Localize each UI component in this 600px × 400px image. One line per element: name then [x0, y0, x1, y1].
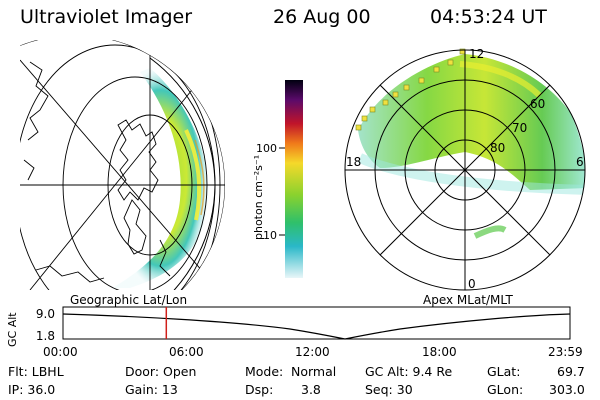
orbit-plot-frame	[62, 306, 571, 340]
mlat-label-70: 70	[512, 121, 527, 135]
colorbar-unit-label: photon cm⁻²s⁻¹	[252, 155, 265, 240]
dsp-label: Dsp:	[245, 382, 274, 397]
time-label: 04:53:24 UT	[430, 6, 547, 28]
apex-polar-plot: 60 70 80 12 18 6 0	[344, 47, 586, 291]
orbit-xtick-2359: 23:59	[548, 345, 583, 359]
mlt-label-12: 12	[469, 47, 484, 61]
apex-caption: Apex MLat/MLT	[423, 293, 513, 307]
apex-data-points	[355, 48, 466, 131]
dsp-value: 3.8	[301, 382, 321, 397]
orbit-ytick-high: 9.0	[36, 307, 55, 321]
seq-info: Seq: 30	[365, 382, 413, 397]
orbit-xtick-0600: 06:00	[169, 345, 204, 359]
mode-value: Normal	[291, 364, 337, 379]
orbit-ytick-low: 1.8	[36, 329, 55, 343]
glat-label: GLat:	[487, 364, 521, 379]
mlat-label-80: 80	[490, 141, 505, 155]
mlat-label-60: 60	[530, 97, 545, 111]
colorbar: 100 10 photon cm⁻²s⁻¹	[252, 80, 303, 278]
mode-label: Mode:	[245, 364, 284, 379]
colorbar-tick-10: 10	[263, 229, 277, 242]
filter-info: Flt: LBHL	[8, 364, 64, 379]
orbit-altitude-curve	[62, 313, 571, 340]
glon-value: 303.0	[549, 382, 585, 397]
apex-polar-grid	[344, 49, 586, 291]
glon-label: GLon:	[487, 382, 524, 397]
orbit-xtick-1800: 18:00	[422, 345, 457, 359]
door-info: Door: Open	[125, 364, 197, 379]
geographic-globe-image	[20, 40, 225, 290]
orbit-ylabel: GC Alt	[6, 312, 19, 347]
geo-coastlines	[23, 61, 171, 283]
instrument-title: Ultraviolet Imager	[20, 6, 193, 28]
glat-value: 69.7	[557, 364, 585, 379]
orbit-xtick-1200: 12:00	[295, 345, 330, 359]
orbit-altitude-plot: GC Alt 9.0 1.8	[6, 306, 571, 347]
mlt-label-6: 6	[576, 155, 584, 169]
colorbar-tick-100: 100	[256, 142, 277, 155]
date-label: 26 Aug 00	[273, 6, 371, 28]
ip-info: IP: 36.0	[8, 382, 56, 397]
mlt-label-18: 18	[346, 155, 361, 169]
colorbar-scale	[285, 80, 303, 278]
geo-caption: Geographic Lat/Lon	[70, 293, 188, 307]
orbit-xtick-0000: 00:00	[43, 345, 78, 359]
gain-info: Gain: 13	[125, 382, 178, 397]
gc-alt-info: GC Alt: 9.4 Re	[365, 364, 453, 379]
aurora-emission-geo	[112, 68, 209, 288]
mlt-label-0: 0	[468, 277, 476, 291]
